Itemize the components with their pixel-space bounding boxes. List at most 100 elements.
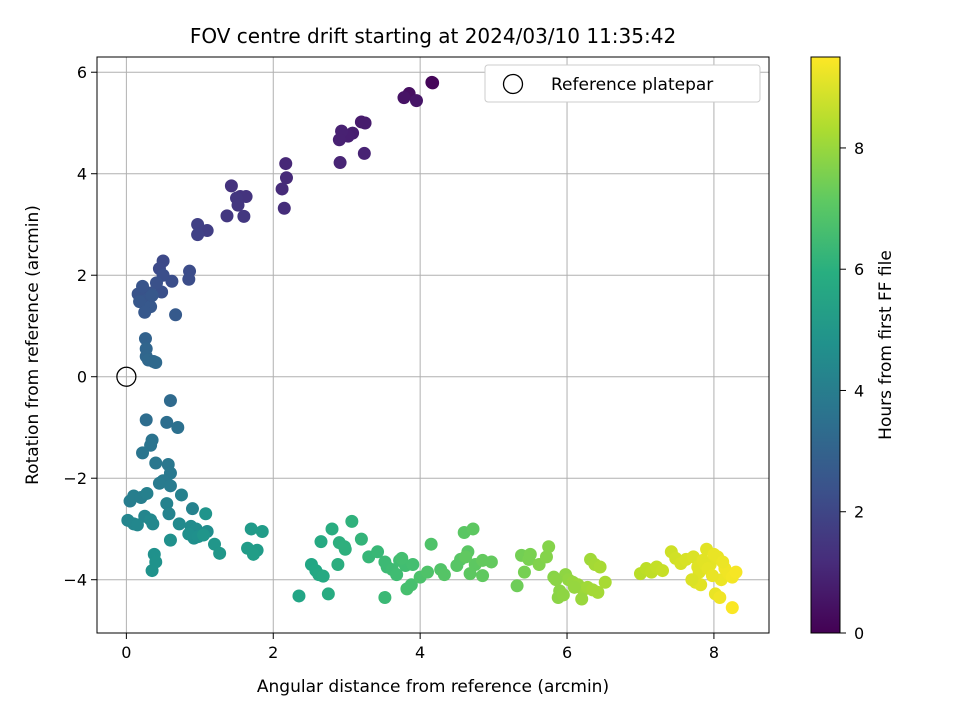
- y-tick-label: 2: [77, 266, 87, 285]
- y-axis-label: Rotation from reference (arcmin): [23, 205, 43, 485]
- data-point: [174, 488, 188, 502]
- data-point: [130, 518, 144, 532]
- data-point: [246, 547, 260, 561]
- y-tick-label: 0: [77, 368, 87, 387]
- data-point: [345, 514, 359, 528]
- x-tick-label: 4: [415, 643, 425, 662]
- colorbar-label: Hours from first FF file: [876, 250, 896, 440]
- data-point: [145, 289, 159, 303]
- data-point: [549, 573, 563, 587]
- data-point: [542, 540, 556, 554]
- data-point: [729, 565, 743, 579]
- x-tick-label: 6: [562, 643, 572, 662]
- data-point: [593, 560, 607, 574]
- data-point: [437, 568, 451, 582]
- x-tick-label: 8: [709, 643, 719, 662]
- data-point: [224, 179, 238, 193]
- data-point: [420, 565, 434, 579]
- data-point: [277, 201, 291, 215]
- data-point: [358, 116, 372, 130]
- data-point: [316, 569, 330, 583]
- data-point: [517, 565, 531, 579]
- data-point: [685, 573, 699, 587]
- data-point: [332, 133, 346, 147]
- data-point: [191, 228, 205, 242]
- data-point: [140, 486, 154, 500]
- data-point: [185, 502, 199, 516]
- data-point: [279, 171, 293, 185]
- data-point: [160, 415, 174, 429]
- data-point: [231, 198, 245, 212]
- data-point: [138, 305, 152, 319]
- data-point: [163, 479, 177, 493]
- data-point: [244, 522, 258, 536]
- colorbar-tick-label: 6: [854, 260, 864, 279]
- data-point: [357, 146, 371, 160]
- data-point: [409, 94, 423, 108]
- reference-platepar-marker: [116, 366, 137, 387]
- data-point: [152, 476, 166, 490]
- data-point: [191, 217, 205, 231]
- data-point: [575, 592, 589, 606]
- data-point: [406, 557, 420, 571]
- data-point: [338, 542, 352, 556]
- data-point: [144, 438, 158, 452]
- data-point: [716, 555, 730, 569]
- data-point: [196, 528, 210, 542]
- data-point: [705, 569, 719, 583]
- data-point: [182, 272, 196, 286]
- chart-title: FOV centre drift starting at 2024/03/10 …: [190, 24, 676, 48]
- data-point: [656, 564, 670, 578]
- data-point: [426, 76, 440, 90]
- data-point: [325, 522, 339, 536]
- legend-open-circle-marker: [502, 73, 524, 95]
- data-point: [567, 580, 581, 594]
- data-points: [121, 75, 743, 615]
- data-point: [331, 557, 345, 571]
- data-point: [149, 276, 163, 290]
- colorbar-tick-label: 8: [854, 139, 864, 158]
- data-point: [333, 156, 347, 170]
- reference-marker-layer: [116, 366, 137, 387]
- y-tick-label: 6: [77, 63, 87, 82]
- colorbar: [810, 56, 841, 634]
- colorbar-tick-label: 0: [854, 624, 864, 643]
- data-point: [400, 582, 414, 596]
- data-point: [539, 550, 553, 564]
- data-point: [133, 295, 147, 309]
- data-point: [476, 553, 490, 567]
- data-point: [395, 551, 409, 565]
- data-point: [149, 356, 163, 370]
- x-tick-label: 0: [121, 643, 131, 662]
- colorbar-tick-label: 4: [854, 381, 864, 400]
- data-point: [378, 590, 392, 604]
- data-point: [213, 546, 227, 560]
- data-point: [463, 567, 477, 581]
- data-point: [163, 533, 177, 547]
- data-point: [237, 209, 251, 223]
- data-point: [199, 507, 213, 521]
- data-point: [172, 517, 186, 531]
- data-point: [136, 446, 150, 460]
- colorbar-tick-label: 2: [854, 503, 864, 522]
- data-point: [149, 456, 163, 470]
- data-point: [476, 569, 490, 583]
- data-point: [136, 279, 150, 293]
- data-point: [371, 545, 385, 559]
- data-point: [171, 420, 185, 434]
- data-point: [321, 587, 335, 601]
- y-tick-label: 4: [77, 165, 87, 184]
- data-point: [424, 537, 438, 551]
- data-point: [397, 91, 411, 105]
- data-point: [586, 583, 600, 597]
- x-tick-label: 2: [268, 643, 278, 662]
- data-point: [160, 497, 174, 511]
- data-point: [255, 525, 269, 539]
- data-point: [390, 568, 404, 582]
- data-point: [354, 532, 368, 546]
- legend-entry-label: Reference platepar: [551, 75, 713, 95]
- data-point: [146, 517, 160, 531]
- data-point: [556, 588, 570, 602]
- data-point: [466, 522, 480, 536]
- data-point: [145, 564, 159, 578]
